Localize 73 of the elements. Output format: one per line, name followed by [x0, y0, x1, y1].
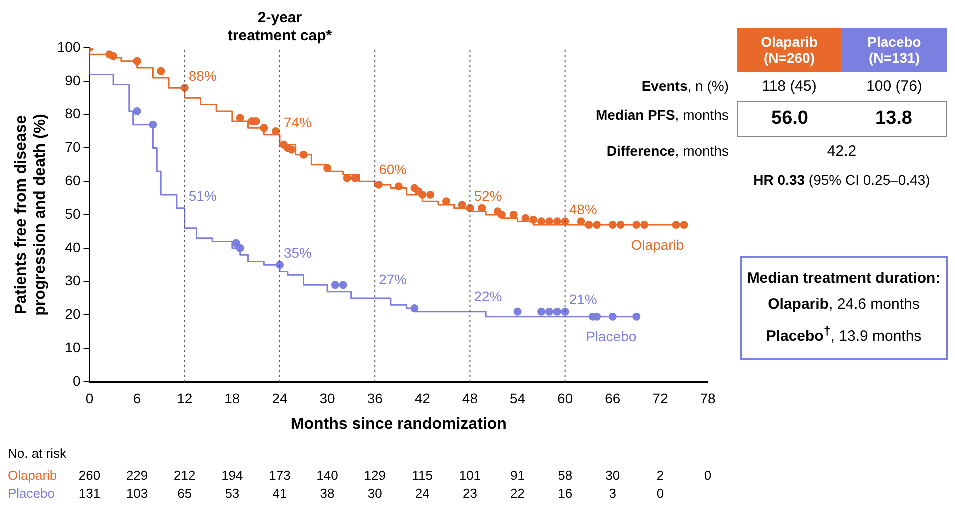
annotation: 60% [379, 161, 408, 178]
y-tick-label: 50 [65, 206, 81, 222]
point [561, 308, 570, 316]
x-tick-label: 12 [177, 390, 193, 406]
text: No. at risk [8, 446, 67, 461]
text: 56.0 [737, 101, 842, 137]
point [331, 281, 340, 290]
point [538, 218, 546, 226]
x-tick-label: 30 [320, 390, 336, 406]
x-tick-label: 48 [462, 390, 478, 406]
y-tick-label: 10 [65, 339, 81, 356]
point [514, 308, 522, 316]
y-tick-label: 20 [65, 306, 81, 322]
point [157, 67, 166, 76]
annotation: 74% [284, 114, 312, 131]
text: 118 (45) [761, 77, 818, 97]
annotation: 21% [569, 292, 598, 308]
text: Olaparib [8, 468, 58, 483]
annotation: Difference, months [606, 143, 729, 159]
text: Placebo [8, 486, 55, 501]
annotation: 51% [188, 188, 217, 204]
text: Olaparib (N=260) [737, 28, 842, 72]
x-tick-label: 54 [510, 390, 526, 406]
series-label: Olaparib [631, 236, 684, 253]
text: Placebo$^{†}$, 13.9 months [766, 324, 922, 345]
text: 260 229 212 194 173 140 129 115 101 91 58 30 2 0 [78, 468, 712, 483]
ref-line-label: 2-year treatment cap* [228, 10, 332, 45]
annotation: 52% [474, 188, 502, 204]
annotation: 22% [474, 288, 502, 304]
point [288, 146, 296, 154]
x-tick-label: 18 [224, 390, 240, 406]
annotation: Median PFS, months [596, 107, 729, 123]
text: Median treatment duration: [746, 269, 942, 289]
annotation: 48% [569, 202, 598, 218]
series-label: Placebo [586, 328, 637, 345]
x-tick-label: 24 [272, 390, 288, 406]
y-tick-label: 30 [65, 272, 81, 289]
point [426, 190, 435, 199]
y-axis-title: Patients free from disease progression and death (%) [13, 114, 50, 316]
text: Olaparib, 24.6 months [768, 296, 920, 313]
y-tick-label: 70 [65, 139, 81, 156]
x-tick-label: 42 [414, 390, 431, 406]
x-tick-label: 72 [652, 390, 668, 406]
point [538, 308, 546, 316]
text: Placebo (N=131) [842, 28, 947, 72]
text: 131 103 65 53 41 38 30 24 23 22 16 3 0 [78, 486, 664, 501]
point [553, 308, 562, 316]
x-tick-label: 66 [605, 390, 621, 406]
x-axis-title: Months since randomization [290, 416, 507, 433]
point [553, 218, 562, 226]
y-tick-label: 90 [65, 72, 81, 88]
x-tick-label: 6 [133, 390, 142, 406]
y-tick-label: 0 [72, 372, 81, 389]
y-tick-label: 100 [57, 38, 81, 55]
point [339, 281, 348, 290]
x-tick-label: 0 [86, 390, 94, 406]
x-tick-label: 36 [367, 390, 384, 406]
text: HR 0.33 (95% CI 0.25–0.43) [754, 172, 930, 188]
x-tick-label: 78 [700, 390, 716, 406]
text: 42.2 [826, 142, 858, 162]
point [545, 308, 554, 316]
annotation: 35% [284, 244, 312, 261]
point [133, 107, 142, 116]
annotation: Events, n (%) [642, 78, 729, 94]
point [545, 218, 554, 226]
x-tick-label: 60 [558, 390, 574, 406]
y-tick-label: 60 [65, 172, 81, 188]
annotation: 88% [188, 68, 217, 84]
text: 100 (76) [866, 77, 924, 97]
y-tick-label: 80 [65, 106, 81, 122]
annotation: 27% [379, 272, 408, 288]
text: 13.8 [842, 101, 947, 137]
y-tick-label: 40 [65, 239, 81, 256]
